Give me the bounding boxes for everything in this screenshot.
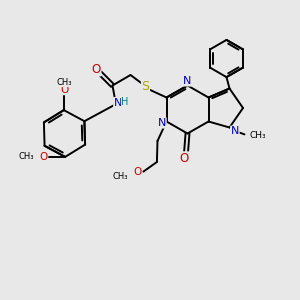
- Text: O: O: [60, 85, 68, 95]
- Text: CH₃: CH₃: [113, 172, 128, 181]
- Text: CH₃: CH₃: [250, 130, 266, 140]
- Text: CH₃: CH₃: [19, 152, 34, 161]
- Text: N: N: [231, 126, 239, 136]
- Text: O: O: [92, 63, 101, 76]
- Text: O: O: [39, 152, 47, 162]
- Text: N: N: [158, 118, 166, 128]
- Text: O: O: [133, 167, 142, 177]
- Text: CH₃: CH₃: [57, 78, 72, 87]
- Text: N: N: [114, 98, 122, 108]
- Text: O: O: [180, 152, 189, 165]
- Text: S: S: [142, 80, 149, 94]
- Text: H: H: [122, 97, 129, 107]
- Text: N: N: [183, 76, 191, 86]
